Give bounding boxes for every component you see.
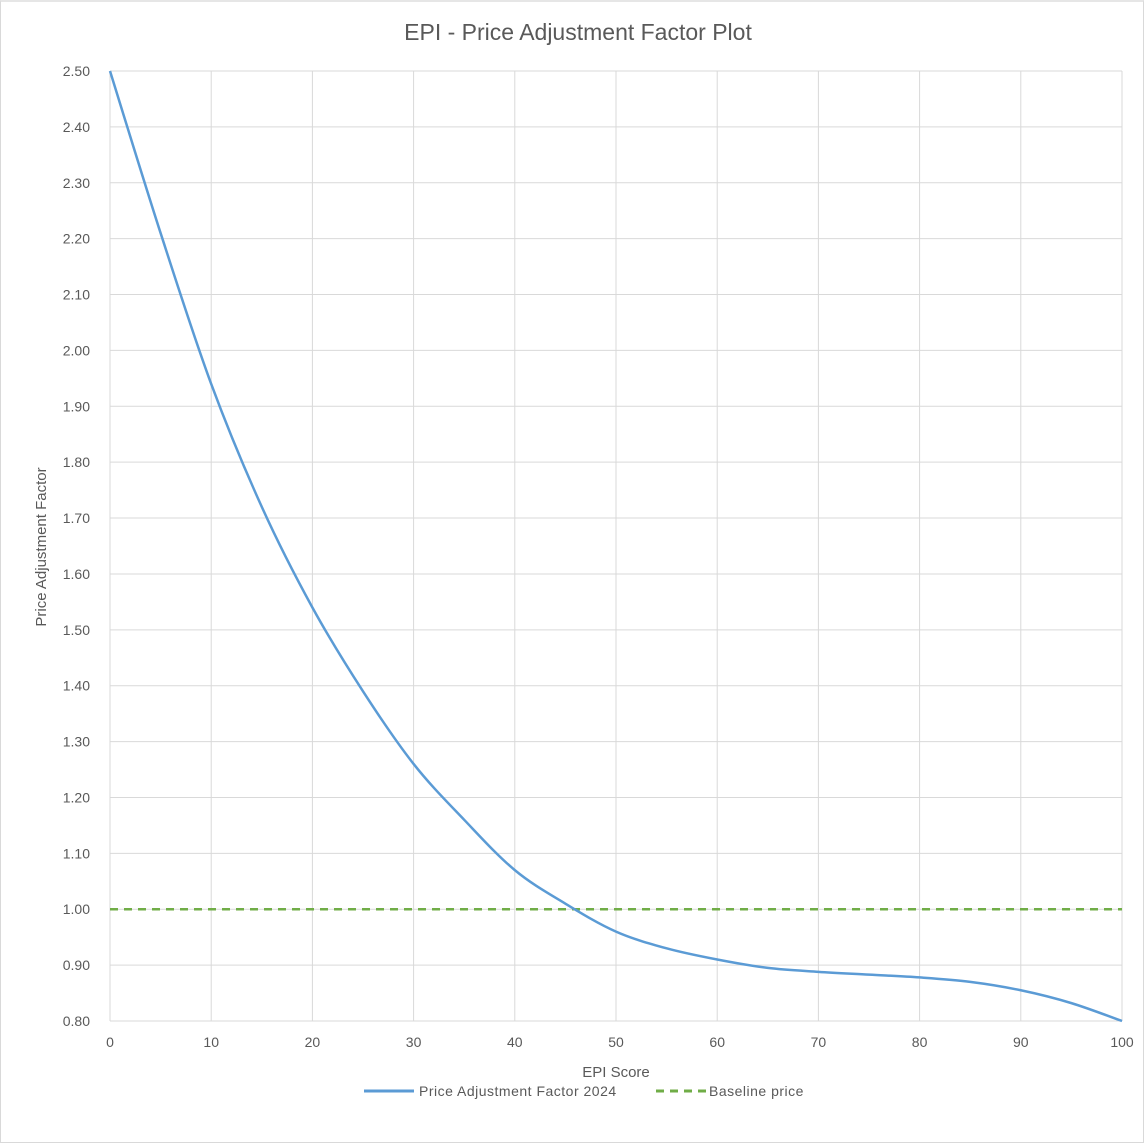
legend: Price Adjustment Factor 2024 Baseline pr…: [364, 1083, 804, 1099]
y-axis-title: Price Adjustment Factor: [33, 467, 50, 626]
y-tick-label: 1.00: [63, 901, 90, 917]
y-tick-label: 2.10: [63, 287, 90, 303]
chart-title: EPI - Price Adjustment Factor Plot: [404, 19, 752, 45]
y-tick-label: 1.80: [63, 454, 90, 470]
y-axis-ticks: 0.80 0.90 1.00 1.10 1.20 1.30 1.40 1.50 1.60 1.70…: [63, 63, 90, 1029]
y-tick-label: 1.70: [63, 510, 90, 526]
y-tick-label: 0.90: [63, 957, 90, 973]
y-tick-label: 2.00: [63, 342, 90, 358]
x-tick-label: 50: [608, 1034, 624, 1050]
x-tick-label: 0: [106, 1034, 114, 1050]
x-tick-label: 70: [811, 1034, 827, 1050]
x-tick-label: 60: [709, 1034, 725, 1050]
y-tick-label: 1.90: [63, 398, 90, 414]
y-tick-label: 2.40: [63, 119, 90, 135]
series-line-price-adjustment-factor: [108, 70, 1123, 1023]
x-axis-title: EPI Score: [582, 1064, 650, 1081]
x-tick-label: 40: [507, 1034, 523, 1050]
gridlines: [109, 70, 1123, 1022]
x-axis-ticks: 0 10 20 30 40 50 60 70 80 90 100: [106, 1034, 1134, 1050]
y-tick-label: 1.20: [63, 789, 90, 805]
series-layer: [108, 70, 1123, 1023]
x-tick-label: 10: [203, 1034, 219, 1050]
x-tick-label: 30: [406, 1034, 422, 1050]
y-tick-label: 2.30: [63, 175, 90, 191]
y-tick-label: 1.30: [63, 734, 90, 750]
x-tick-label: 90: [1013, 1034, 1029, 1050]
x-tick-label: 80: [912, 1034, 928, 1050]
y-tick-label: 1.50: [63, 622, 90, 638]
y-tick-label: 1.10: [63, 845, 90, 861]
y-tick-label: 0.80: [63, 1013, 90, 1029]
y-tick-label: 1.40: [63, 678, 90, 694]
legend-label-baseline-price: Baseline price: [709, 1083, 804, 1099]
y-tick-label: 2.20: [63, 231, 90, 247]
legend-label-price-adjustment-factor: Price Adjustment Factor 2024: [419, 1083, 617, 1099]
x-tick-label: 20: [305, 1034, 321, 1050]
y-tick-label: 2.50: [63, 63, 90, 79]
x-tick-label: 100: [1110, 1034, 1134, 1050]
y-tick-label: 1.60: [63, 566, 90, 582]
